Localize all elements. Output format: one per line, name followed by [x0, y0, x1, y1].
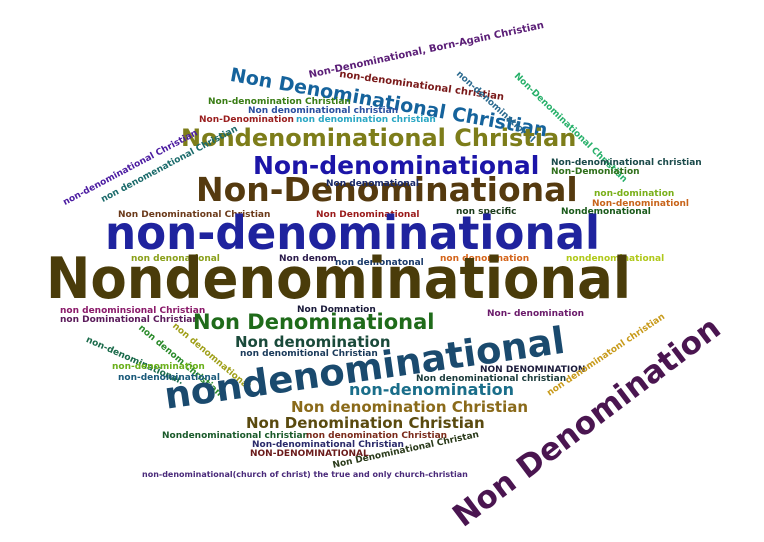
cloud-word: Non Denominational Christian	[118, 210, 271, 220]
cloud-word: Nondenominational Christian	[181, 124, 577, 152]
cloud-word: non denominsional Christian	[60, 306, 206, 316]
cloud-word: Non-Denomination	[199, 115, 294, 125]
cloud-word: Non Denominational	[193, 310, 435, 334]
cloud-word: non denomination Christian	[306, 431, 448, 441]
cloud-word: Non-Denominational	[196, 170, 578, 209]
cloud-word: non Dominational Christian	[60, 315, 199, 325]
cloud-word: Non Denomination Christian	[246, 414, 485, 432]
cloud-word: non-denominational	[118, 373, 220, 383]
cloud-word: nondenominational	[566, 254, 665, 264]
cloud-word: NON DENOMINATION	[480, 365, 586, 375]
cloud-word: Non Domnation	[297, 305, 376, 315]
cloud-word: non-domination	[594, 189, 675, 199]
cloud-word: non-denomination	[349, 380, 514, 399]
cloud-word: Non-denominational Christian	[252, 440, 404, 450]
cloud-word: Nondenominational	[46, 246, 632, 312]
cloud-word: non-denominational	[105, 206, 601, 260]
cloud-word: Non-Demoniation	[551, 167, 640, 177]
cloud-word: Non denomination Christian	[291, 398, 529, 416]
cloud-word: Non-denominationl	[592, 199, 690, 209]
cloud-word: Non denominational christian	[416, 374, 567, 384]
cloud-word: Non- denomination	[487, 309, 585, 319]
cloud-word: Non denominational christian	[248, 106, 399, 116]
cloud-word: non-denominational(church of christ) the…	[142, 470, 468, 479]
cloud-word: Non denomination	[235, 333, 391, 351]
cloud-word: Non denomational	[326, 179, 419, 189]
cloud-word: Non Denominational	[316, 210, 420, 220]
cloud-word: non-denomination	[112, 362, 205, 372]
cloud-word: non denomitional Christian	[240, 349, 378, 359]
cloud-word: Non-denominational	[253, 151, 540, 180]
cloud-word: non specific	[456, 207, 517, 217]
cloud-word: Non-denomination Christian	[208, 97, 351, 107]
cloud-word: NON-DENOMINATIONAL	[250, 449, 369, 459]
cloud-word: non-denominational Christian	[61, 128, 200, 208]
cloud-word: Non denom	[279, 254, 337, 264]
cloud-word: Nondemonational	[561, 207, 651, 217]
cloud-word: non demonatonal	[335, 258, 424, 268]
cloud-word: non denomnation	[440, 254, 530, 264]
cloud-word: non denomination christian	[296, 115, 436, 125]
cloud-word: non denonational	[131, 254, 220, 264]
cloud-word: Nondenominational christian	[162, 431, 309, 441]
cloud-word: Non-denominational christian	[551, 158, 702, 168]
